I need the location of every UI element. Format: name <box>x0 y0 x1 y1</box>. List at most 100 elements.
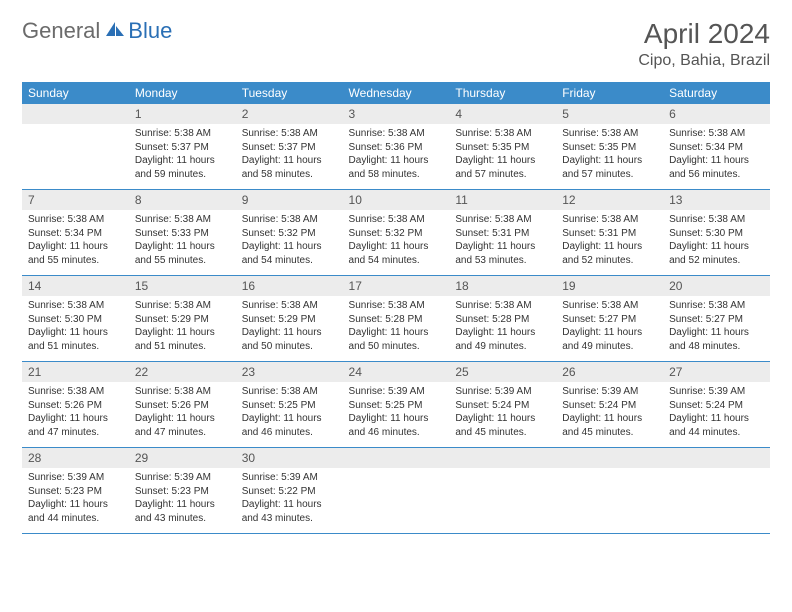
day-info-line: Sunset: 5:37 PM <box>135 141 230 155</box>
day-info-line: Sunset: 5:26 PM <box>28 399 123 413</box>
day-content-cell: Sunrise: 5:38 AMSunset: 5:37 PMDaylight:… <box>129 124 236 190</box>
day-content-cell: Sunrise: 5:38 AMSunset: 5:35 PMDaylight:… <box>449 124 556 190</box>
day-info-line: Sunrise: 5:39 AM <box>28 471 123 485</box>
day-number <box>343 448 450 454</box>
day-number: 23 <box>236 362 343 382</box>
day-content: Sunrise: 5:38 AMSunset: 5:32 PMDaylight:… <box>236 210 343 275</box>
day-info-line: Sunrise: 5:38 AM <box>242 299 337 313</box>
day-number: 13 <box>663 190 770 210</box>
day-content: Sunrise: 5:38 AMSunset: 5:34 PMDaylight:… <box>663 124 770 189</box>
day-number: 14 <box>22 276 129 296</box>
day-info-line: Sunset: 5:33 PM <box>135 227 230 241</box>
day-info-line: Sunrise: 5:38 AM <box>242 127 337 141</box>
day-number: 11 <box>449 190 556 210</box>
day-info-line: Daylight: 11 hours <box>562 326 657 340</box>
day-info-line: Daylight: 11 hours <box>28 412 123 426</box>
day-info-line: Sunrise: 5:38 AM <box>455 213 550 227</box>
day-info-line: Daylight: 11 hours <box>28 240 123 254</box>
day-info-line: Sunrise: 5:38 AM <box>562 127 657 141</box>
week-content-row: Sunrise: 5:38 AMSunset: 5:37 PMDaylight:… <box>22 124 770 190</box>
day-content-cell: Sunrise: 5:38 AMSunset: 5:30 PMDaylight:… <box>663 210 770 276</box>
day-number: 8 <box>129 190 236 210</box>
day-number-cell: 7 <box>22 190 129 211</box>
day-info-line: Sunrise: 5:38 AM <box>135 213 230 227</box>
day-number-cell: 28 <box>22 448 129 469</box>
day-number: 27 <box>663 362 770 382</box>
day-content-cell: Sunrise: 5:38 AMSunset: 5:37 PMDaylight:… <box>236 124 343 190</box>
logo-sail-icon <box>104 20 126 43</box>
day-info-line: and 49 minutes. <box>562 340 657 354</box>
day-number: 22 <box>129 362 236 382</box>
day-content: Sunrise: 5:39 AMSunset: 5:22 PMDaylight:… <box>236 468 343 533</box>
day-info-line: and 47 minutes. <box>28 426 123 440</box>
location-text: Cipo, Bahia, Brazil <box>638 52 770 70</box>
day-number-cell: 21 <box>22 362 129 383</box>
day-number-cell: 10 <box>343 190 450 211</box>
day-info-line: Daylight: 11 hours <box>669 154 764 168</box>
day-content-cell: Sunrise: 5:38 AMSunset: 5:31 PMDaylight:… <box>449 210 556 276</box>
day-content-cell: Sunrise: 5:38 AMSunset: 5:28 PMDaylight:… <box>343 296 450 362</box>
day-content: Sunrise: 5:38 AMSunset: 5:26 PMDaylight:… <box>129 382 236 447</box>
day-info-line: and 56 minutes. <box>669 168 764 182</box>
day-info-line: Daylight: 11 hours <box>242 240 337 254</box>
day-number-cell: 14 <box>22 276 129 297</box>
day-number: 4 <box>449 104 556 124</box>
day-content-cell: Sunrise: 5:38 AMSunset: 5:28 PMDaylight:… <box>449 296 556 362</box>
day-info-line: Daylight: 11 hours <box>669 412 764 426</box>
week-daynum-row: 14151617181920 <box>22 276 770 297</box>
day-info-line: Daylight: 11 hours <box>135 154 230 168</box>
day-number: 25 <box>449 362 556 382</box>
day-number-cell: 5 <box>556 104 663 124</box>
day-number: 15 <box>129 276 236 296</box>
logo-text-general: General <box>22 18 100 44</box>
week-daynum-row: 282930 <box>22 448 770 469</box>
day-content: Sunrise: 5:38 AMSunset: 5:29 PMDaylight:… <box>236 296 343 361</box>
day-info-line: Sunrise: 5:38 AM <box>349 213 444 227</box>
month-title: April 2024 <box>638 18 770 50</box>
day-number: 21 <box>22 362 129 382</box>
day-info-line: and 54 minutes. <box>242 254 337 268</box>
day-info-line: Daylight: 11 hours <box>135 498 230 512</box>
day-number-cell: 27 <box>663 362 770 383</box>
title-block: April 2024 Cipo, Bahia, Brazil <box>638 18 770 70</box>
day-info-line: Sunset: 5:36 PM <box>349 141 444 155</box>
day-info-line: Sunrise: 5:39 AM <box>135 471 230 485</box>
day-content: Sunrise: 5:38 AMSunset: 5:31 PMDaylight:… <box>556 210 663 275</box>
day-info-line: Sunset: 5:23 PM <box>28 485 123 499</box>
day-content-cell: Sunrise: 5:38 AMSunset: 5:34 PMDaylight:… <box>22 210 129 276</box>
day-content: Sunrise: 5:38 AMSunset: 5:30 PMDaylight:… <box>22 296 129 361</box>
day-number <box>556 448 663 454</box>
day-info-line: Daylight: 11 hours <box>349 154 444 168</box>
day-number-cell: 3 <box>343 104 450 124</box>
day-info-line: Sunrise: 5:39 AM <box>242 471 337 485</box>
day-content: Sunrise: 5:38 AMSunset: 5:35 PMDaylight:… <box>556 124 663 189</box>
day-info-line: Daylight: 11 hours <box>349 240 444 254</box>
day-content: Sunrise: 5:38 AMSunset: 5:30 PMDaylight:… <box>663 210 770 275</box>
day-info-line: Sunrise: 5:39 AM <box>455 385 550 399</box>
day-number-cell: 19 <box>556 276 663 297</box>
day-number <box>663 448 770 454</box>
day-content <box>556 468 663 524</box>
day-content-cell: Sunrise: 5:39 AMSunset: 5:24 PMDaylight:… <box>449 382 556 448</box>
day-info-line: Sunrise: 5:38 AM <box>28 299 123 313</box>
day-info-line: and 49 minutes. <box>455 340 550 354</box>
day-number-cell: 24 <box>343 362 450 383</box>
day-info-line: Sunset: 5:27 PM <box>669 313 764 327</box>
day-info-line: Sunset: 5:24 PM <box>669 399 764 413</box>
day-info-line: and 51 minutes. <box>28 340 123 354</box>
day-content: Sunrise: 5:39 AMSunset: 5:25 PMDaylight:… <box>343 382 450 447</box>
day-content <box>343 468 450 524</box>
day-info-line: Sunrise: 5:38 AM <box>669 127 764 141</box>
day-info-line: Daylight: 11 hours <box>669 240 764 254</box>
day-number: 6 <box>663 104 770 124</box>
day-number: 20 <box>663 276 770 296</box>
day-info-line: Daylight: 11 hours <box>455 326 550 340</box>
day-content-cell: Sunrise: 5:38 AMSunset: 5:25 PMDaylight:… <box>236 382 343 448</box>
day-info-line: and 51 minutes. <box>135 340 230 354</box>
day-number: 10 <box>343 190 450 210</box>
day-content-cell <box>663 468 770 534</box>
day-info-line: and 53 minutes. <box>455 254 550 268</box>
day-number-cell <box>663 448 770 469</box>
day-number: 30 <box>236 448 343 468</box>
day-info-line: and 45 minutes. <box>562 426 657 440</box>
